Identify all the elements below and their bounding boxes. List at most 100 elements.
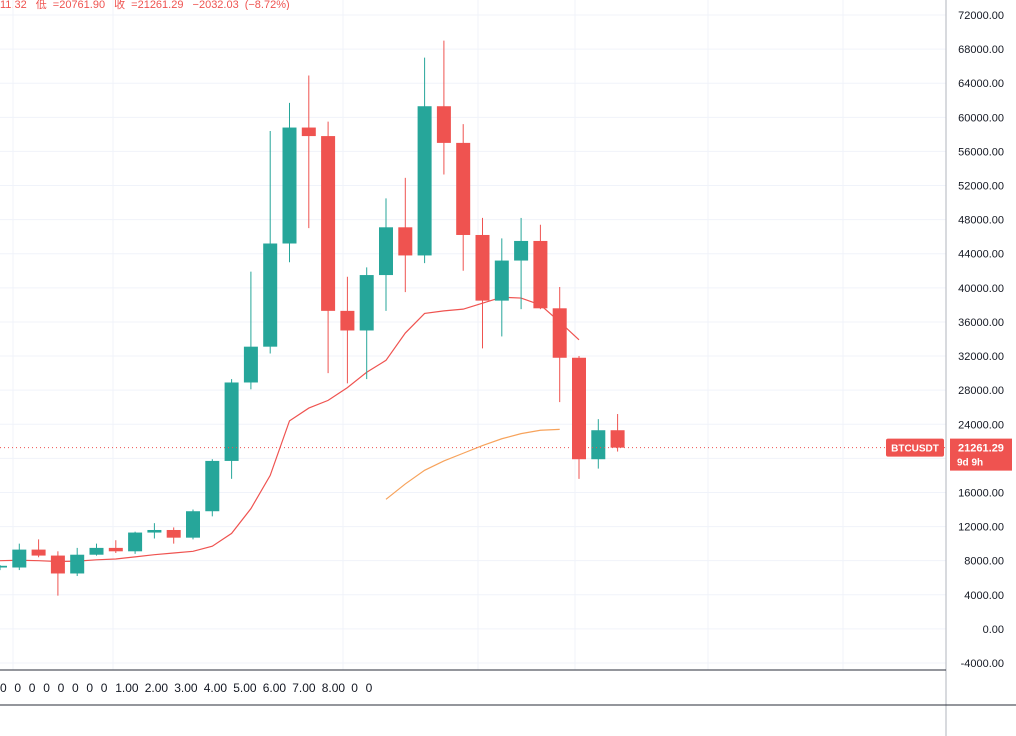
candle xyxy=(0,564,7,571)
ohlc-low-value: =20761.90 xyxy=(52,0,106,10)
candle-body xyxy=(417,106,432,256)
candle xyxy=(224,379,239,479)
candle xyxy=(128,531,143,554)
indicator-value-label: 6.00 xyxy=(263,681,287,695)
candle-body xyxy=(398,227,413,256)
candle xyxy=(282,102,297,263)
candle xyxy=(205,459,220,517)
indicator-value-label: 0 xyxy=(101,681,108,695)
candle xyxy=(514,217,529,310)
ohlc-close-label: 收 xyxy=(114,0,126,10)
candles xyxy=(0,40,625,596)
candle xyxy=(301,75,316,229)
candle-body xyxy=(0,565,7,568)
candle xyxy=(243,271,258,390)
ohlc-low-label: 低 xyxy=(35,0,47,10)
y-tick-label: 60000.00 xyxy=(958,112,1004,124)
indicator-value-label: 0 xyxy=(72,681,79,695)
candle-body xyxy=(12,549,27,568)
y-tick-label: 68000.00 xyxy=(958,44,1004,56)
candle xyxy=(494,238,509,337)
candle xyxy=(31,539,46,558)
candle xyxy=(263,130,278,354)
candle-body xyxy=(89,547,104,555)
y-tick-label: 4000.00 xyxy=(964,590,1004,602)
y-tick-label: 36000.00 xyxy=(958,317,1004,329)
candle xyxy=(166,527,181,544)
indicator-value-label: 0 xyxy=(351,681,358,695)
candle xyxy=(591,419,606,469)
candle-body xyxy=(301,127,316,137)
candle xyxy=(89,543,104,556)
last-price-tag: BTCUSDT 21261.29 9d 9h xyxy=(886,438,1012,471)
y-tick-label: 24000.00 xyxy=(958,419,1004,431)
candle-body xyxy=(359,275,374,331)
y-tick-label: 44000.00 xyxy=(958,249,1004,261)
indicator-value-label: 0 xyxy=(43,681,50,695)
candle-body xyxy=(243,346,258,383)
candle xyxy=(321,121,336,374)
moving-averages xyxy=(0,296,580,563)
indicator-value-label: 2.00 xyxy=(145,681,169,695)
y-tick-label: -4000.00 xyxy=(961,658,1004,670)
candle xyxy=(108,540,123,554)
y-tick-label: 48000.00 xyxy=(958,215,1004,227)
candle-body xyxy=(186,511,200,538)
indicator-value-label: 3.00 xyxy=(174,681,198,695)
price-axis[interactable]: 72000.00 68000.00 64000.00 60000.00 56000.00… xyxy=(958,10,1004,670)
candle xyxy=(436,40,451,175)
candle xyxy=(572,356,586,479)
candle-body xyxy=(70,554,85,574)
ma-line-red xyxy=(0,296,580,563)
candle xyxy=(186,509,200,540)
ohlc-close-value: =21261.29 xyxy=(131,0,184,10)
candle-body xyxy=(533,240,548,309)
indicator-value-label: 0 xyxy=(86,681,93,695)
indicator-value-label: 4.00 xyxy=(204,681,228,695)
candle-body xyxy=(572,357,586,460)
indicator-value-label: 1.00 xyxy=(115,681,139,695)
candle-body xyxy=(514,240,529,261)
y-tick-label: 8000.00 xyxy=(964,556,1004,568)
candle xyxy=(552,286,567,403)
y-tick-label: 56000.00 xyxy=(958,146,1004,158)
indicator-pane: 0 0 0 0 0 0 0 0 1.00 2.00 3.00 4.00 5.00 6.00 7.00 8.00… xyxy=(0,681,373,695)
candle xyxy=(456,124,471,271)
y-tick-label: 64000.00 xyxy=(958,78,1004,90)
candle-body xyxy=(108,547,123,552)
candle-body xyxy=(128,532,143,552)
grid xyxy=(0,0,946,670)
y-tick-label: 52000.00 xyxy=(958,181,1004,193)
candle xyxy=(12,543,27,571)
candle xyxy=(379,198,393,311)
candle-body xyxy=(340,310,355,331)
candle xyxy=(340,276,355,384)
y-tick-label: 40000.00 xyxy=(958,283,1004,295)
indicator-value-label: 0 xyxy=(29,681,36,695)
indicator-value-label: 0 xyxy=(0,681,7,695)
candle-body xyxy=(263,243,278,347)
y-tick-label: 28000.00 xyxy=(958,385,1004,397)
candle-body xyxy=(224,382,239,461)
candle-body xyxy=(205,460,220,512)
candle-body xyxy=(31,549,46,556)
y-tick-label: 72000.00 xyxy=(958,10,1004,22)
candle xyxy=(475,217,490,349)
indicator-value-label: 0 xyxy=(14,681,21,695)
indicator-value-label: 8.00 xyxy=(322,681,346,695)
price-tag-value: 21261.29 xyxy=(958,443,1004,455)
candle xyxy=(610,414,625,452)
candle-body xyxy=(321,136,336,311)
candle xyxy=(50,551,65,596)
indicator-value-label: 5.00 xyxy=(233,681,257,695)
candle-body xyxy=(456,142,471,235)
candle-body xyxy=(591,430,606,460)
symbol-tag-text: BTCUSDT xyxy=(891,444,939,455)
candle xyxy=(147,523,162,539)
y-tick-label: 32000.00 xyxy=(958,351,1004,363)
candle-body xyxy=(610,430,625,448)
price-tag-bg xyxy=(950,438,1012,471)
price-tag-countdown: 9d 9h xyxy=(957,458,983,469)
